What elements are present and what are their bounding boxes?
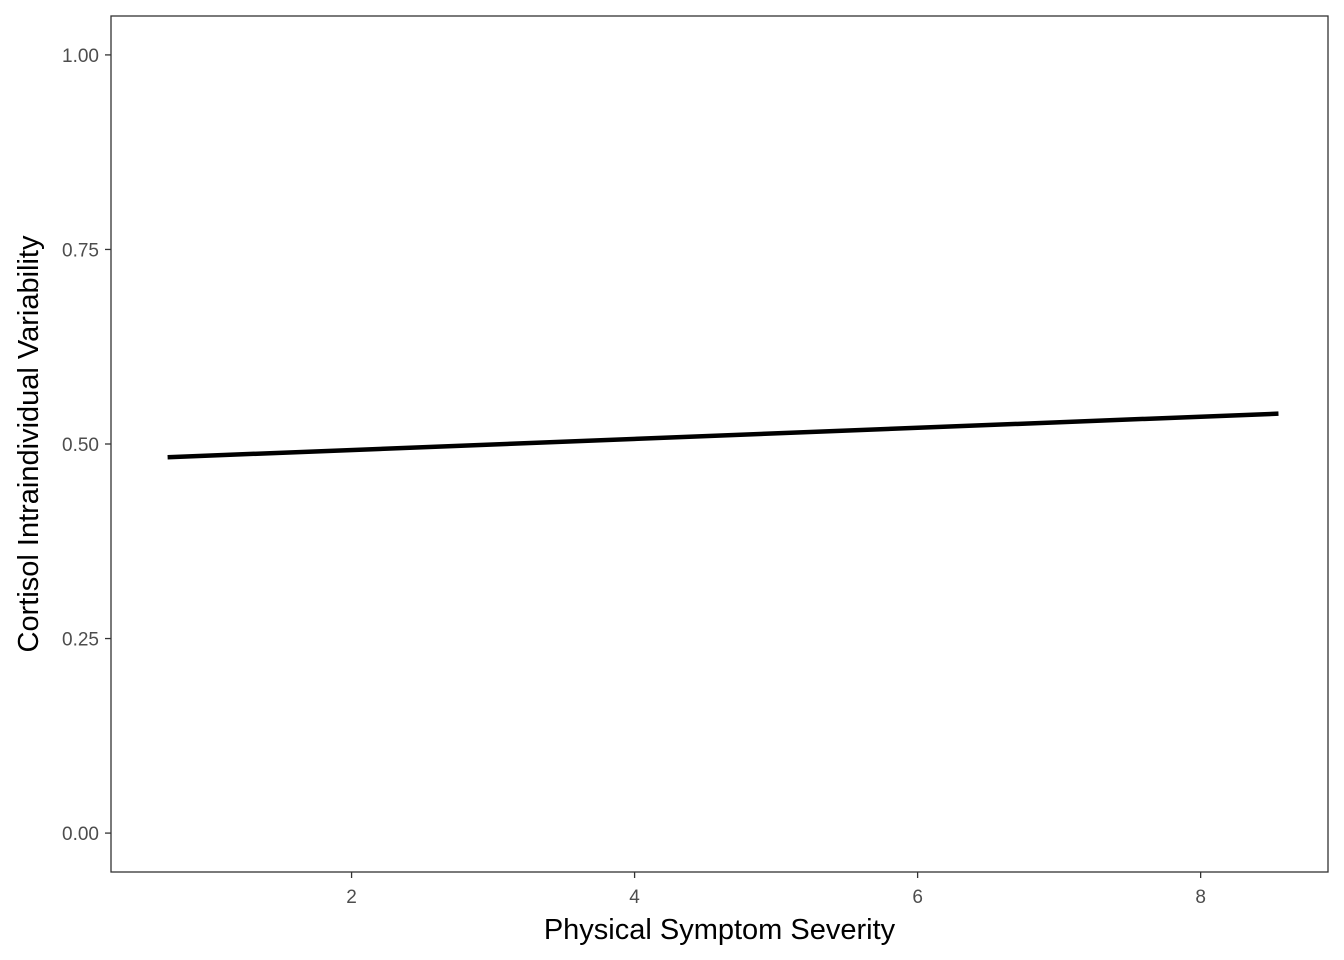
- y-axis: 0.00 0.25 0.50 0.75 1.00: [62, 46, 111, 845]
- x-tick-label: 2: [346, 887, 357, 908]
- x-axis: 2 4 6 8: [346, 872, 1206, 908]
- series-layer: [167, 411, 1279, 460]
- y-tick-label: 1.00: [62, 46, 99, 67]
- x-axis-title: Physical Symptom Severity: [544, 914, 896, 946]
- y-tick-label: 0.00: [62, 824, 99, 845]
- y-tick-label: 0.50: [62, 435, 99, 456]
- x-tick-label: 4: [629, 887, 640, 908]
- y-axis-title: Cortisol Intraindividual Variability: [13, 235, 45, 652]
- x-tick-label: 8: [1195, 887, 1206, 908]
- plot-panel: [110, 15, 1329, 873]
- x-tick-label: 6: [912, 887, 923, 908]
- y-tick-label: 0.75: [62, 240, 99, 261]
- y-tick-label: 0.25: [62, 630, 99, 651]
- series-line: [167, 411, 1279, 460]
